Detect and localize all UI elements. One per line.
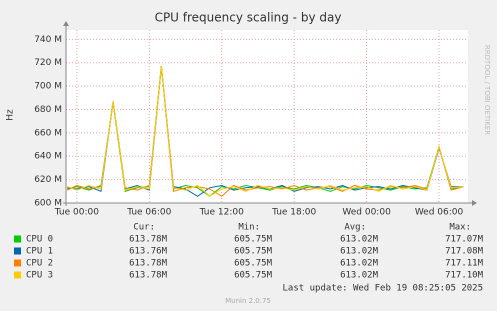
x-tick-label: Tue 00:00: [54, 208, 99, 218]
lines: [66, 66, 464, 197]
legend-stat: 613.02M: [340, 259, 379, 269]
x-tick-label: Tue 12:00: [199, 208, 244, 218]
chart-title: CPU frequency scaling - by day: [155, 11, 342, 25]
grid: [66, 30, 468, 204]
y-tick-label: 680 M: [34, 105, 62, 115]
y-tick-label: 720 M: [34, 58, 62, 68]
y-tick-label: 660 M: [34, 128, 62, 138]
legend: Cur: Min: Avg: Max: CPU 0 613.78M 605.75M 613.0…: [14, 223, 484, 281]
series-line: [67, 66, 464, 197]
legend-swatch: [14, 271, 21, 279]
y-tick-label: 740 M: [34, 35, 62, 45]
legend-stat: 605.75M: [234, 271, 273, 281]
y-axis-arrow: [63, 21, 69, 26]
legend-swatch: [14, 247, 21, 255]
legend-stat: 613.02M: [340, 235, 379, 245]
x-tick-label: Wed 06:00: [415, 208, 464, 218]
legend-stat: 717.07M: [445, 235, 484, 245]
legend-stat: 613.76M: [129, 247, 168, 257]
legend-header: Max:: [449, 223, 471, 233]
x-tick-label: Tue 18:00: [271, 208, 316, 218]
y-tick-label: 640 M: [34, 152, 62, 162]
x-tick-label: Tue 06:00: [126, 208, 171, 218]
legend-stat: 717.08M: [445, 247, 484, 257]
legend-header: Cur:: [133, 223, 155, 233]
legend-stat: 613.78M: [129, 235, 168, 245]
legend-stat: 613.78M: [129, 271, 168, 281]
legend-label: CPU 0: [26, 235, 53, 245]
y-tick-label: 600 M: [34, 199, 62, 209]
legend-stat: 605.75M: [234, 247, 273, 257]
last-update: Last update: Wed Feb 19 08:25:05 2025: [283, 284, 483, 294]
legend-stat: 613.02M: [340, 271, 379, 281]
legend-label: CPU 2: [26, 259, 53, 269]
legend-label: CPU 1: [26, 247, 53, 257]
legend-stat: 717.11M: [445, 259, 484, 269]
legend-swatch: [14, 235, 21, 243]
footer: Munin 2.0.75: [225, 297, 271, 305]
plot-area: [66, 30, 468, 203]
series-line: [67, 66, 464, 197]
y-axis-label: Hz: [6, 109, 16, 121]
legend-header: Min:: [238, 223, 260, 233]
legend-label: CPU 3: [26, 271, 53, 281]
legend-stat: 717.10M: [445, 271, 484, 281]
watermark: RRDTOOL / TOBI OETIKER: [483, 45, 491, 135]
legend-swatch: [14, 259, 21, 267]
y-tick-label: 620 M: [34, 175, 62, 185]
legend-stat: 605.75M: [234, 259, 273, 269]
legend-stat: 605.75M: [234, 235, 273, 245]
x-axis-arrow: [472, 200, 477, 206]
legend-header: Avg:: [344, 223, 366, 233]
y-tick-label: 700 M: [34, 82, 62, 92]
x-tick-label: Wed 00:00: [342, 208, 391, 218]
legend-stat: 613.78M: [129, 259, 168, 269]
legend-stat: 613.02M: [340, 247, 379, 257]
